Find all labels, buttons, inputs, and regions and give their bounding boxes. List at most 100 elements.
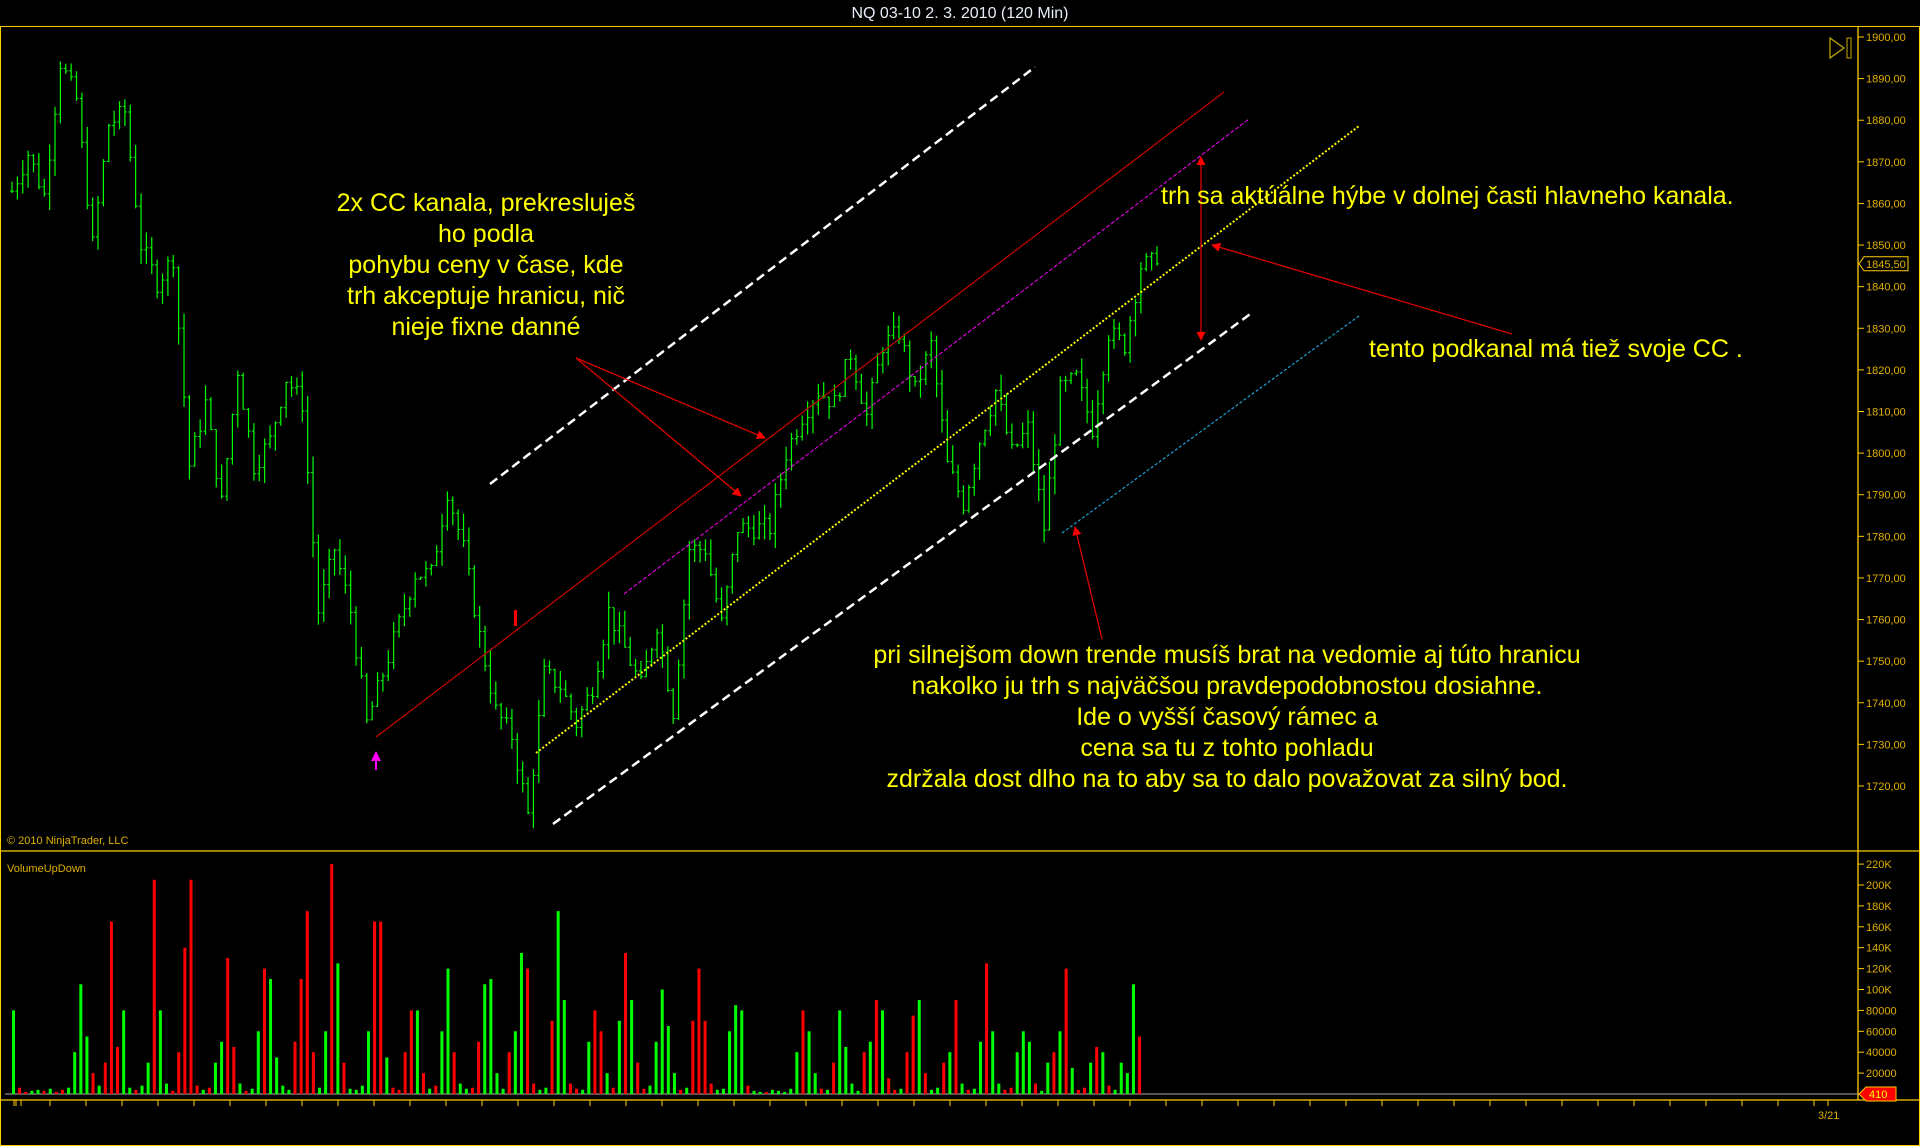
annotation-line: pohybu ceny v čase, kde [348, 251, 624, 279]
volume-bar [397, 1089, 401, 1094]
volume-bar [134, 1089, 138, 1094]
volume-bar [599, 1031, 603, 1094]
volume-bar [422, 1073, 426, 1094]
volume-tick-label: 80000 [1866, 1005, 1897, 1017]
volume-bar [403, 1052, 407, 1094]
volume-bar [54, 1091, 58, 1094]
volume-bar [85, 1036, 89, 1094]
volume-bar [581, 1089, 585, 1094]
volume-bar [440, 1031, 444, 1094]
annotation-line: nakolko ju trh s najväčšou pravdepodobno… [911, 672, 1543, 700]
volume-bar [379, 921, 383, 1094]
price-tick-label: 1780,00 [1866, 531, 1906, 543]
volume-bar [287, 1089, 291, 1094]
volume-bar [116, 1046, 120, 1094]
last-volume-marker [1858, 1086, 1897, 1102]
arrow-to-low [1072, 526, 1103, 640]
scroll-to-end-icon[interactable] [1829, 37, 1853, 59]
price-tick-label: 1900,00 [1866, 32, 1906, 44]
volume-bar [220, 1041, 224, 1094]
volume-bar [1021, 1031, 1025, 1094]
volume-bar [942, 1062, 946, 1094]
volume-bar [1003, 1089, 1007, 1094]
volume-bar [458, 1083, 462, 1094]
volume-bar [1083, 1087, 1086, 1094]
volume-bar [844, 1046, 848, 1094]
volume-bar [409, 1010, 413, 1094]
volume-bar [330, 864, 334, 1094]
volume-bar [97, 1085, 101, 1094]
volume-bar [978, 1041, 982, 1094]
volume-bar [238, 1083, 242, 1094]
volume-bar [862, 1052, 866, 1094]
arrow-to-magenta-line [575, 357, 742, 497]
volume-bar [1131, 984, 1135, 1094]
volume-bar [250, 1088, 254, 1094]
window-title: NQ 03-10 2. 3. 2010 (120 Min) [0, 0, 1920, 27]
volume-bar [562, 999, 566, 1094]
price-bars [10, 61, 1159, 829]
annotation-line: trh akceptuje hranicu, nič [347, 282, 625, 310]
volume-bar [538, 1089, 542, 1094]
price-tick-label: 1840,00 [1866, 282, 1906, 294]
volume-bar [801, 1010, 805, 1094]
last-volume-label: 410 [1869, 1089, 1887, 1101]
volume-bar [881, 1010, 885, 1094]
volume-bar [281, 1085, 285, 1094]
annotation-line: pri silnejšom down trende musíš brat na … [873, 641, 1581, 669]
channel-lower-dashed-line [552, 310, 1254, 826]
volume-bar [67, 1087, 71, 1094]
volume-bar [299, 979, 303, 1094]
price-tick-label: 1740,00 [1866, 698, 1906, 710]
volume-bar [544, 1087, 548, 1094]
volume-bar [715, 1089, 719, 1094]
volume-bar [195, 1085, 199, 1094]
volume-bar [189, 879, 193, 1094]
red-marker [514, 610, 517, 626]
volume-bar [385, 1057, 389, 1094]
volume-bar [207, 1087, 211, 1094]
volume-bar [42, 1090, 46, 1094]
volume-bar [630, 999, 634, 1094]
volume-bar [960, 1083, 964, 1094]
volume-bar [709, 1083, 713, 1094]
last-price-marker [1858, 256, 1909, 272]
volume-tick-label: 60000 [1866, 1026, 1897, 1038]
volume-bar [587, 1041, 591, 1094]
volume-bar [991, 1031, 995, 1094]
volume-bar [1034, 1083, 1038, 1094]
channel-yellow-dotted-line [535, 125, 1360, 754]
volume-tick-label: 20000 [1866, 1068, 1897, 1080]
volume-bar [893, 1089, 897, 1094]
volume-bar [293, 1041, 297, 1094]
drawing-objects [371, 66, 1513, 826]
volume-bar [605, 1073, 609, 1094]
volume-bar [60, 1089, 64, 1094]
volume-bar [1015, 1052, 1019, 1094]
volume-bar [856, 1090, 860, 1094]
volume-bar [905, 1052, 909, 1094]
volume-bar [269, 979, 273, 1094]
copyright: © 2010 NinjaTrader, LLC [7, 835, 129, 847]
volume-bar [122, 1010, 126, 1094]
volume-bar [972, 1088, 976, 1094]
volume-bar [997, 1083, 1001, 1094]
volume-bar [1070, 1067, 1074, 1094]
volume-bar [12, 1010, 15, 1094]
volume-bar [213, 1062, 217, 1094]
volume-bar [966, 1089, 970, 1094]
volume-bar [471, 1087, 474, 1094]
volume-bar [1125, 1073, 1129, 1094]
volume-bar [874, 999, 878, 1094]
volume-bar [868, 1041, 872, 1094]
annotation-line: ho podla [438, 220, 534, 248]
volume-bar [1107, 1085, 1111, 1094]
volume-bars [12, 864, 1142, 1094]
channel-blue-dotted-line [1061, 315, 1360, 534]
volume-bar [30, 1090, 34, 1094]
volume-bar [226, 958, 230, 1094]
volume-bar [721, 1088, 725, 1094]
volume-bar [575, 1088, 579, 1094]
volume-bar [342, 1062, 346, 1094]
